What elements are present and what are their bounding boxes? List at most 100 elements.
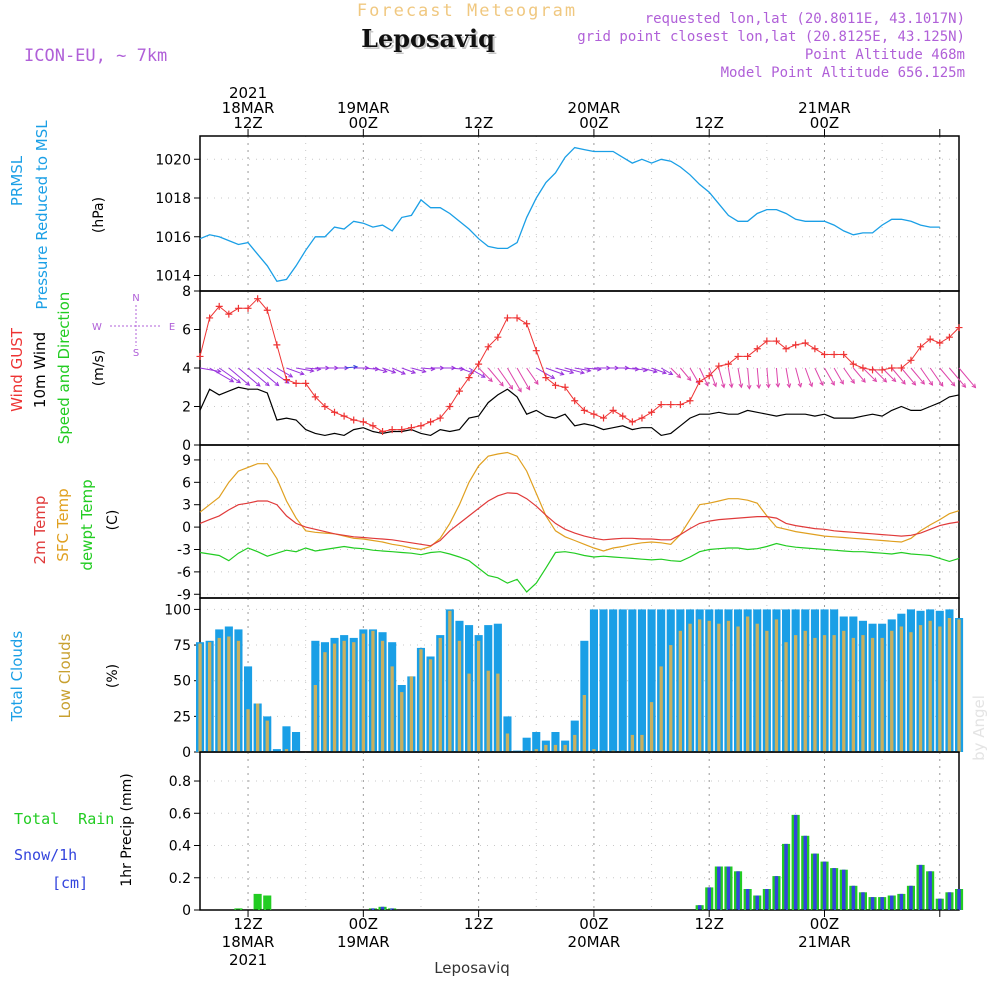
precip-ytick-label: 0.2 xyxy=(169,871,191,887)
wind-arrow-shaft xyxy=(795,367,802,388)
gust-marker xyxy=(417,422,425,430)
gust-marker xyxy=(936,339,944,347)
wind-ytick-label: 6 xyxy=(182,323,191,339)
wind-direction-arrow xyxy=(247,367,270,387)
wind-arrow-shaft xyxy=(247,367,270,386)
gust-marker xyxy=(600,414,608,422)
pressure-ytick-label: 1018 xyxy=(155,191,191,207)
gust-marker xyxy=(878,366,886,374)
wind-arrow-shaft xyxy=(843,367,855,384)
wind-direction-arrow xyxy=(727,367,734,389)
gust-marker xyxy=(648,408,656,416)
top-time-label: 12Z xyxy=(464,114,493,132)
low-cloud-bar xyxy=(938,626,942,752)
wind-arrow-shaft xyxy=(564,367,585,374)
wind-direction-arrow xyxy=(824,367,835,386)
compass-north: N xyxy=(132,293,139,304)
low-cloud-bar xyxy=(332,643,337,752)
top-time-label: 18MAR xyxy=(222,99,275,117)
wind-arrow-head xyxy=(891,377,897,383)
wind-direction-arrow xyxy=(401,367,417,374)
pressure-label-2: Pressure Reduced to MSL xyxy=(33,120,51,310)
low-cloud-bar xyxy=(803,630,807,752)
wind-arrow-shaft xyxy=(420,367,435,370)
snow-bar xyxy=(880,897,884,910)
wind-arrow-head xyxy=(288,373,294,378)
low-cloud-bar xyxy=(553,744,558,752)
wind-arrow-head xyxy=(255,382,261,387)
gust-marker xyxy=(475,360,483,368)
low-cloud-bar xyxy=(794,635,798,752)
precip-ytick-label: 0.8 xyxy=(169,774,191,790)
wind-label: 10m Wind xyxy=(31,332,49,408)
wind-direction-arrow xyxy=(737,367,744,389)
product-title: Forecast Meteogram xyxy=(357,1,577,21)
gust-marker xyxy=(667,401,675,409)
low-cloud-bar xyxy=(313,685,317,752)
low-cloud-bar xyxy=(765,630,769,752)
wind-arrow-shaft xyxy=(344,366,358,369)
snow-bar xyxy=(918,864,923,910)
wind-arrow-head xyxy=(624,365,630,371)
wind-arrow-shaft xyxy=(660,367,673,375)
gust-marker xyxy=(379,428,387,436)
wind-direction-arrow xyxy=(949,367,967,389)
top-time-label: 12Z xyxy=(233,114,262,132)
low-cloud-bar xyxy=(438,637,442,752)
wind-arrow-shaft xyxy=(747,367,750,389)
wind-arrow-head xyxy=(808,382,814,388)
low-cloud-bar xyxy=(736,626,740,752)
top-time-label: 00Z xyxy=(349,114,378,132)
wind-arrow-head xyxy=(775,383,781,388)
wind-arrow-shaft xyxy=(507,367,522,392)
wind-panel: 0 2 4 6 8 xyxy=(182,284,977,454)
gust-marker xyxy=(523,320,531,328)
snow-bar xyxy=(793,814,798,910)
wind-direction-arrow xyxy=(391,367,406,375)
wind-direction-arrow xyxy=(765,367,771,389)
snow-bar xyxy=(842,869,846,910)
pressure-ytick-label: 1020 xyxy=(155,152,191,168)
cloud-panel: 0 25 50 75 100 xyxy=(164,597,964,761)
top-time-label: 00Z xyxy=(579,114,608,132)
wind-direction-arrow xyxy=(910,367,925,385)
wind-arrow-head xyxy=(480,373,486,378)
pressure-ytick-label: 1014 xyxy=(155,269,191,285)
gust-marker xyxy=(811,345,819,353)
wind-arrow-head xyxy=(797,382,803,388)
gust-marker xyxy=(628,418,636,426)
gust-marker xyxy=(638,414,646,422)
wind-arrow-head xyxy=(839,379,844,385)
gust-marker xyxy=(234,304,242,312)
wind-arrow-shaft xyxy=(257,367,279,386)
wind-direction-arrow xyxy=(852,367,866,383)
wind-arrow-shaft xyxy=(718,367,725,388)
precip-ytick-label: 0.6 xyxy=(169,806,191,822)
gust-marker xyxy=(676,401,684,409)
wind-arrow-shaft xyxy=(411,367,426,373)
total-cloud-bar xyxy=(282,726,291,752)
rain-bar xyxy=(253,893,262,910)
low-cloud-bar xyxy=(352,642,356,752)
gust-marker xyxy=(840,351,848,359)
gust-marker xyxy=(331,408,339,416)
wind-arrow-head xyxy=(938,381,944,387)
gust-marker xyxy=(388,426,396,434)
gust-marker xyxy=(340,412,348,420)
gust-marker xyxy=(830,351,838,359)
wind-arrow-head xyxy=(652,368,658,374)
wind-arrow-head xyxy=(662,369,667,375)
low-cloud-bar xyxy=(419,649,423,752)
gust-marker xyxy=(590,410,598,418)
pressure-label-1: PRMSL xyxy=(8,155,26,206)
low-cloud-bar xyxy=(592,749,596,752)
wind-arrow-head xyxy=(391,369,397,374)
wind-direction-arrow xyxy=(516,367,531,391)
wind-direction-arrow xyxy=(459,367,475,375)
low-cloud-bar xyxy=(486,670,490,752)
compass-south: S xyxy=(133,348,139,359)
wind-direction-arrow xyxy=(891,367,906,385)
low-cloud-bar xyxy=(842,630,846,752)
gust-marker xyxy=(494,333,502,341)
wind-direction-arrow xyxy=(746,367,752,390)
